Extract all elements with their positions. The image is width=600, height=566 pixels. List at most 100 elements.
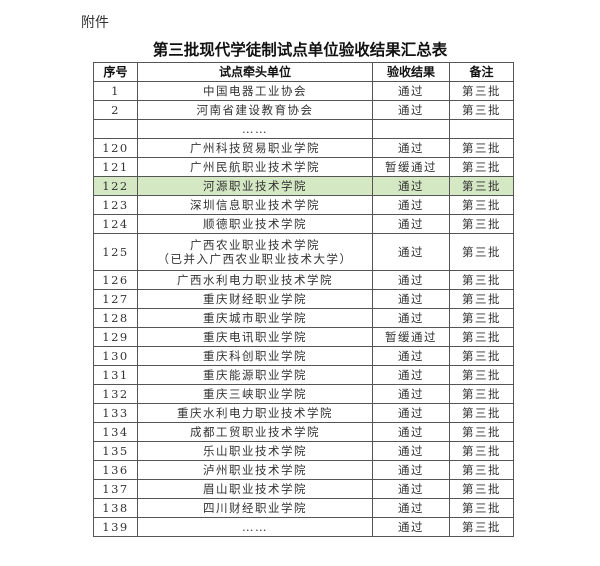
table-row: 129 重庆电讯职业学院 暂缓通过 第三批	[93, 327, 514, 347]
cell-number: 120	[93, 138, 138, 158]
cell-number: 136	[93, 460, 138, 480]
cell-unit: 广西水利电力职业技术学院	[137, 270, 373, 290]
cell-unit: 四川财经职业学院	[137, 498, 373, 518]
cell-result: 暂缓通过	[372, 157, 450, 177]
cell-result: 通过	[372, 460, 450, 480]
cell-result: 通过	[372, 138, 450, 158]
cell-result: 通过	[372, 403, 450, 423]
cell-note: 第三批	[449, 176, 514, 196]
cell-result: 通过	[372, 289, 450, 309]
cell-number: 139	[93, 517, 138, 537]
cell-unit: 眉山职业技术学院	[137, 479, 373, 499]
cell-note: 第三批	[449, 403, 514, 423]
cell-unit: 顺德职业技术学院	[137, 214, 373, 234]
header-result: 验收结果	[372, 62, 450, 82]
header-unit: 试点牵头单位	[137, 62, 373, 82]
cell-number: 123	[93, 195, 138, 215]
table-row: 125 广西农业职业技术学院 （已并入广西农业职业技术大学） 通过 第三批	[93, 233, 514, 271]
table-row: 126 广西水利电力职业技术学院 通过 第三批	[93, 270, 514, 290]
cell-number: 130	[93, 346, 138, 366]
cell-note: 第三批	[449, 327, 514, 347]
document-title: 第三批现代学徒制试点单位验收结果汇总表	[152, 41, 448, 59]
table-row: 123 深圳信息职业技术学院 通过 第三批	[93, 195, 514, 215]
cell-note	[449, 119, 514, 139]
cell-unit: 河源职业技术学院	[137, 176, 373, 196]
cell-note: 第三批	[449, 365, 514, 385]
cell-result: 通过	[372, 233, 450, 271]
header-number: 序号	[93, 62, 138, 82]
cell-result: 通过	[372, 81, 450, 101]
cell-unit: 成都工贸职业技术学院	[137, 422, 373, 442]
cell-unit: 重庆水利电力职业技术学院	[137, 403, 373, 423]
cell-number: 135	[93, 441, 138, 461]
cell-note: 第三批	[449, 460, 514, 480]
cell-result: 通过	[372, 384, 450, 404]
table-row: 130 重庆科创职业学院 通过 第三批	[93, 346, 514, 366]
cell-number: 128	[93, 308, 138, 328]
cell-note: 第三批	[449, 498, 514, 518]
cell-note: 第三批	[449, 517, 514, 537]
cell-number: 132	[93, 384, 138, 404]
table-header-row: 序号 试点牵头单位 验收结果 备注	[93, 62, 514, 82]
cell-result: 暂缓通过	[372, 327, 450, 347]
cell-unit: 深圳信息职业技术学院	[137, 195, 373, 215]
cell-note: 第三批	[449, 138, 514, 158]
table-row: 139…… 通过 第三批	[93, 517, 514, 537]
cell-number: 133	[93, 403, 138, 423]
table-row: 2 河南省建设教育协会 通过 第三批	[93, 100, 514, 120]
header-note: 备注	[449, 62, 514, 82]
cell-note: 第三批	[449, 195, 514, 215]
cell-result: 通过	[372, 517, 450, 537]
cell-note: 第三批	[449, 479, 514, 499]
cell-number: 2	[93, 100, 138, 120]
cell-unit: 广州科技贸易职业学院	[137, 138, 373, 158]
cell-unit: 重庆财经职业学院	[137, 289, 373, 309]
cell-unit: 重庆科创职业学院	[137, 346, 373, 366]
cell-note: 第三批	[449, 289, 514, 309]
table-row: 133 重庆水利电力职业技术学院 通过 第三批	[93, 403, 514, 423]
table-row: 135 乐山职业技术学院 通过 第三批	[93, 441, 514, 461]
cell-unit: 重庆城市职业学院	[137, 308, 373, 328]
table-row: 128 重庆城市职业学院 通过 第三批	[93, 308, 514, 328]
cell-unit: 重庆三峡职业学院	[137, 384, 373, 404]
cell-note: 第三批	[449, 214, 514, 234]
cell-result: 通过	[372, 441, 450, 461]
results-table: 序号 试点牵头单位 验收结果 备注 1 中国电器工业协会 通过 第三批 2 河南省建设教育…	[93, 62, 514, 537]
table-row: 136 泸州职业技术学院 通过 第三批	[93, 460, 514, 480]
cell-result: 通过	[372, 214, 450, 234]
cell-result: 通过	[372, 498, 450, 518]
cell-result: 通过	[372, 195, 450, 215]
table-row: 120 广州科技贸易职业学院 通过 第三批	[93, 138, 514, 158]
cell-result: 通过	[372, 308, 450, 328]
table-row: 137 眉山职业技术学院 通过 第三批	[93, 479, 514, 499]
unit-line-1: 广西农业职业技术学院	[190, 238, 320, 252]
cell-unit: 广西农业职业技术学院 （已并入广西农业职业技术大学）	[137, 233, 373, 271]
cell-note: 第三批	[449, 346, 514, 366]
cell-note: 第三批	[449, 233, 514, 271]
cell-number: 126	[93, 270, 138, 290]
cell-number: 124	[93, 214, 138, 234]
cell-result: 通过	[372, 176, 450, 196]
cell-number: 129	[93, 327, 138, 347]
cell-number: 131	[93, 365, 138, 385]
cell-number	[93, 119, 138, 139]
cell-result: 通过	[372, 346, 450, 366]
table-row: 124 顺德职业技术学院 通过 第三批	[93, 214, 514, 234]
cell-note: 第三批	[449, 157, 514, 177]
cell-unit: ……	[137, 517, 373, 537]
cell-result: 通过	[372, 270, 450, 290]
cell-unit: 泸州职业技术学院	[137, 460, 373, 480]
cell-number: 137	[93, 479, 138, 499]
cell-note: 第三批	[449, 384, 514, 404]
table-row: 134 成都工贸职业技术学院 通过 第三批	[93, 422, 514, 442]
cell-number: 1	[93, 81, 138, 101]
table-row: 121 广州民航职业技术学院 暂缓通过 第三批	[93, 157, 514, 177]
table-row: 138 四川财经职业学院 通过 第三批	[93, 498, 514, 518]
cell-unit: 乐山职业技术学院	[137, 441, 373, 461]
cell-number: 125	[93, 233, 138, 271]
cell-result	[372, 119, 450, 139]
cell-number: 122	[93, 176, 138, 196]
cell-unit: ……	[137, 119, 373, 139]
cell-note: 第三批	[449, 81, 514, 101]
cell-number: 138	[93, 498, 138, 518]
